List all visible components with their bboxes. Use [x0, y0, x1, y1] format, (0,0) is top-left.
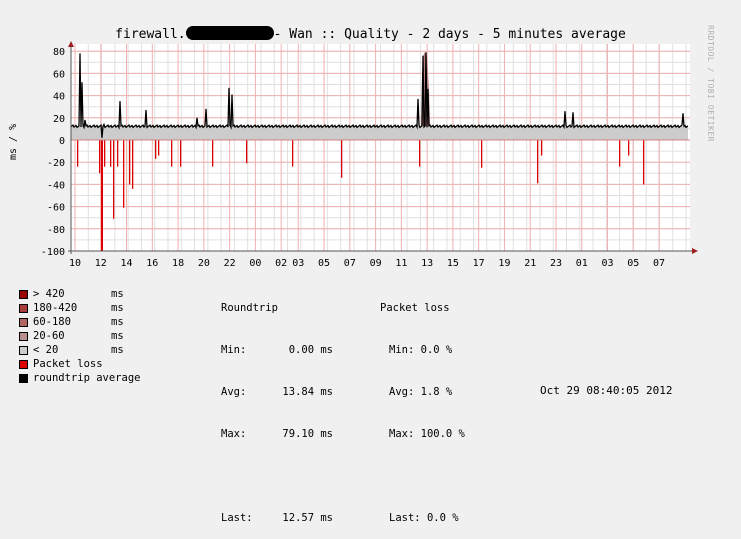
svg-text:03: 03 — [602, 258, 614, 269]
svg-text:23: 23 — [550, 258, 562, 269]
chart-plot: 80 60 40 20 0 -20 -40 -60 -80 -100 10 12 14 16 18 20 22 0… — [41, 41, 698, 269]
svg-text:00: 00 — [249, 258, 261, 269]
pl-max-label: Max: — [389, 428, 415, 440]
rt-last-value: 12.57 ms — [282, 512, 333, 524]
svg-text:20: 20 — [198, 258, 210, 269]
pl-avg-label: Avg: — [389, 386, 415, 398]
rt-max-value: 79.10 ms — [282, 428, 333, 440]
svg-text:03: 03 — [292, 258, 304, 269]
svg-text:15: 15 — [447, 258, 459, 269]
pl-header: Packet loss — [380, 302, 450, 314]
legend-label: Packet loss — [33, 358, 103, 370]
svg-text:-40: -40 — [47, 180, 65, 191]
svg-text:07: 07 — [653, 258, 665, 269]
svg-text:11: 11 — [395, 258, 407, 269]
legend-unit: ms — [111, 302, 124, 314]
legend-item: 20-60 ms — [19, 329, 140, 343]
svg-text:-80: -80 — [47, 225, 65, 236]
legend-swatch-icon — [19, 317, 28, 327]
legend-label: 180-420 — [33, 302, 78, 314]
svg-text:16: 16 — [146, 258, 158, 269]
svg-text:21: 21 — [524, 258, 536, 269]
legend-label: 60-180 — [33, 316, 71, 328]
svg-text:09: 09 — [370, 258, 382, 269]
legend-swatch-icon — [19, 373, 28, 383]
legend-item: < 20 ms — [19, 343, 140, 357]
legend-unit: ms — [111, 316, 124, 328]
legend-unit: ms — [111, 288, 124, 300]
svg-text:-20: -20 — [47, 158, 65, 169]
legend-label: < 20 — [33, 344, 59, 356]
legend-unit: ms — [111, 344, 124, 356]
pl-last-value: 0.0 % — [426, 512, 459, 524]
pl-min-label: Min: — [389, 344, 415, 356]
svg-text:80: 80 — [53, 47, 65, 58]
legend-swatch-icon — [19, 303, 28, 313]
title-suffix: - Wan :: Quality - 2 days - 5 minutes av… — [273, 27, 626, 42]
roundtrip-stats: Roundtrip Min: 0.00 ms Avg: 13.84 ms Max: 7… — [221, 273, 333, 539]
svg-text:-100: -100 — [41, 247, 65, 258]
packet-loss-stats: Packet loss Min: 0.0 % Avg: 1.8 % Max: 1… — [380, 273, 465, 539]
rt-min-label: Min: — [221, 344, 247, 356]
legend-item: > 420 ms — [19, 287, 140, 301]
rt-min-value: 0.00 ms — [288, 344, 333, 356]
legend-item: Packet loss — [19, 357, 140, 371]
svg-text:14: 14 — [121, 258, 133, 269]
legend-unit: ms — [111, 330, 124, 342]
svg-text:13: 13 — [421, 258, 433, 269]
svg-text:05: 05 — [318, 258, 330, 269]
legend-item: 180-420 ms — [19, 301, 140, 315]
svg-text:22: 22 — [224, 258, 236, 269]
redacted-hostname — [185, 26, 274, 40]
legend: > 420 ms 180-420 ms 60-180 ms 20-60 ms < 20 ms Pac… — [19, 287, 140, 385]
legend-label: roundtrip average — [33, 372, 141, 384]
rt-last-label: Last: — [221, 512, 253, 524]
svg-text:07: 07 — [344, 258, 356, 269]
svg-text:20: 20 — [53, 114, 65, 125]
legend-item: roundtrip average — [19, 371, 140, 385]
svg-text:60: 60 — [53, 69, 65, 80]
timestamp: Oct 29 08:40:05 2012 — [540, 384, 673, 397]
graph-title: firewall. - Wan :: Quality - 2 days - 5 m… — [0, 26, 741, 42]
pl-max-value: 100.0 % — [420, 428, 465, 440]
legend-item: 60-180 ms — [19, 315, 140, 329]
svg-text:05: 05 — [627, 258, 639, 269]
pl-min-value: 0.0 % — [420, 344, 453, 356]
legend-swatch-icon — [19, 359, 28, 369]
pl-avg-value: 1.8 % — [420, 386, 453, 398]
svg-text:02: 02 — [275, 258, 287, 269]
legend-label: > 420 — [33, 288, 65, 300]
rrdtool-watermark: RRDTOOL / TOBI OETIKER — [706, 25, 715, 142]
svg-text:17: 17 — [473, 258, 485, 269]
roundtrip-header: Roundtrip — [221, 302, 278, 314]
pl-last-label: Last: — [389, 512, 421, 524]
svg-text:-60: -60 — [47, 203, 65, 214]
rt-avg-label: Avg: — [221, 386, 247, 398]
svg-text:19: 19 — [498, 258, 510, 269]
legend-swatch-icon — [19, 331, 28, 341]
title-host: firewall. — [115, 27, 186, 42]
rt-avg-value: 13.84 ms — [282, 386, 333, 398]
legend-swatch-icon — [19, 345, 28, 355]
svg-text:01: 01 — [576, 258, 588, 269]
legend-label: 20-60 — [33, 330, 65, 342]
svg-text:0: 0 — [59, 136, 65, 147]
svg-text:12: 12 — [95, 258, 107, 269]
legend-swatch-icon — [19, 289, 28, 299]
svg-text:40: 40 — [53, 92, 65, 103]
svg-text:10: 10 — [69, 258, 81, 269]
rt-max-label: Max: — [221, 428, 247, 440]
svg-text:18: 18 — [172, 258, 184, 269]
